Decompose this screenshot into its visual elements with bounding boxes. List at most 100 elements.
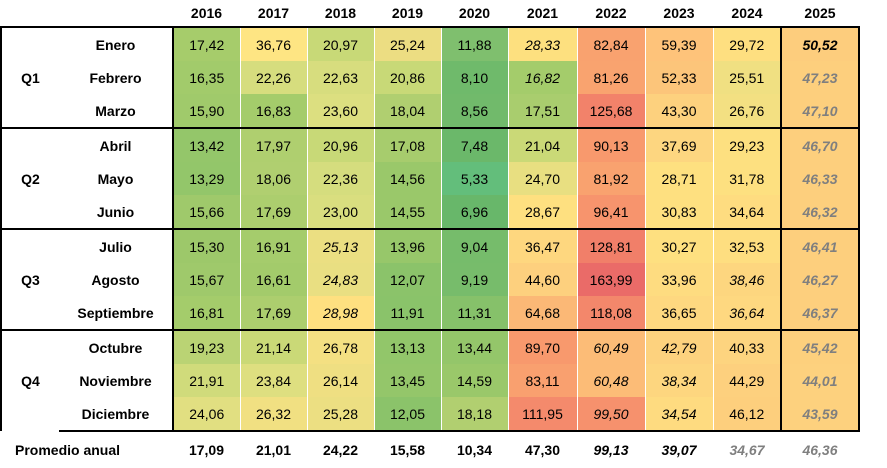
table-row: Noviembre 21,91 23,84 26,14 13,45 14,59 83,11 6… [1,364,860,397]
value-cell: 15,90 [173,94,241,129]
quarter-label: Q2 [0,127,59,229]
year-header: 2016 [190,5,223,21]
value-cell: 46,27 [780,263,860,296]
value-cell: 8,56 [441,94,509,129]
value-cell: 33,96 [645,263,714,296]
value-cell: 23,00 [307,195,375,230]
year-header: 2019 [391,5,424,21]
value-cell: 60,49 [577,329,646,364]
table-row: Q1 Enero 17,42 36,76 20,97 25,24 11,88 28,33 82,… [0,26,860,128]
value-cell: 46,33 [780,162,860,195]
value-cell: 12,07 [374,263,442,296]
quarter-label: Q3 [0,228,59,330]
value-cell: 59,39 [645,26,714,61]
value-cell: 20,97 [307,26,375,61]
table-row: Q3 Julio 15,30 16,91 25,13 13,96 9,04 36,47 128,… [0,228,860,330]
value-cell: 13,45 [374,364,442,397]
value-cell: 43,30 [645,94,714,129]
value-cell: 17,97 [240,127,308,162]
year-header: 2023 [663,5,695,21]
year-header: 2021 [526,5,559,21]
value-cell: 30,83 [645,195,714,230]
value-cell: 21,04 [508,127,578,162]
year-header: 2020 [458,5,491,21]
value-cell: 21,91 [173,364,241,397]
value-cell: 29,23 [713,127,782,162]
value-cell: 20,96 [307,127,375,162]
value-cell: 24,06 [173,397,241,432]
annual-average-value: 15,58 [389,442,426,458]
month-label: Noviembre [59,364,174,397]
value-cell: 36,47 [508,228,578,263]
value-cell: 16,61 [240,263,308,296]
annual-average-value: 10,34 [456,442,493,458]
value-cell: 36,65 [645,296,714,331]
quarter-label: Q1 [0,26,59,128]
value-cell: 23,60 [307,94,375,129]
value-cell: 11,91 [374,296,442,331]
value-cell: 19,23 [173,329,241,364]
month-label: Marzo [59,94,174,129]
value-cell: 24,70 [508,162,578,195]
value-cell: 28,67 [508,195,578,230]
value-cell: 11,88 [441,26,509,61]
quarter-label: Q4 [0,329,59,431]
value-cell: 16,83 [240,94,308,129]
value-cell: 17,69 [240,296,308,331]
value-cell: 17,42 [173,26,241,61]
value-cell: 47,10 [780,94,860,129]
value-cell: 15,67 [173,263,241,296]
header-blank-quarter [1,0,59,27]
value-cell: 83,11 [508,364,578,397]
value-cell: 22,63 [307,61,375,94]
value-cell: 26,14 [307,364,375,397]
annual-average-value: 24,22 [322,442,359,458]
value-cell: 22,36 [307,162,375,195]
table-row: Diciembre 24,06 26,32 25,28 12,05 18,18 111,95… [1,397,860,432]
value-cell: 25,24 [374,26,442,61]
value-cell: 43,59 [780,397,860,432]
value-cell: 118,08 [577,296,646,331]
annual-average-value: 47,30 [524,442,561,458]
value-cell: 6,96 [441,195,509,230]
value-cell: 64,68 [508,296,578,331]
month-label: Junio [59,195,174,230]
value-cell: 13,44 [441,329,509,364]
value-cell: 90,13 [577,127,646,162]
value-cell: 28,33 [508,26,578,61]
value-cell: 26,32 [240,397,308,432]
value-cell: 44,01 [780,364,860,397]
value-cell: 30,27 [645,228,714,263]
value-cell: 26,76 [713,94,782,129]
value-cell: 34,54 [645,397,714,432]
value-cell: 60,48 [577,364,646,397]
value-cell: 7,48 [441,127,509,162]
value-cell: 34,64 [713,195,782,230]
value-cell: 31,78 [713,162,782,195]
year-header: 2018 [324,5,357,21]
value-cell: 17,69 [240,195,308,230]
annual-average-value: 46,36 [802,442,838,458]
value-cell: 20,86 [374,61,442,94]
value-cell: 128,81 [577,228,646,263]
table-row: Q4 Octubre 19,23 21,14 26,78 13,13 13,44 89,70 6… [0,329,860,431]
value-cell: 5,33 [441,162,509,195]
table-row: Mayo 13,29 18,06 22,36 14,56 5,33 24,70 81,92 28… [1,162,860,195]
value-cell: 13,42 [173,127,241,162]
annual-average-value: 99,13 [593,442,629,458]
table-row: Febrero 16,35 22,26 22,63 20,86 8,10 16,82 81,2… [1,61,860,94]
value-cell: 13,96 [374,228,442,263]
month-label: Mayo [59,162,174,195]
value-cell: 46,32 [780,195,860,230]
month-label: Agosto [59,263,174,296]
month-label: Septiembre [59,296,174,331]
value-cell: 13,29 [173,162,241,195]
month-label: Enero [59,26,174,61]
value-cell: 42,79 [645,329,714,364]
value-cell: 96,41 [577,195,646,230]
value-cell: 13,13 [374,329,442,364]
value-cell: 46,70 [780,127,860,162]
value-cell: 46,12 [713,397,782,432]
value-cell: 46,37 [780,296,860,331]
